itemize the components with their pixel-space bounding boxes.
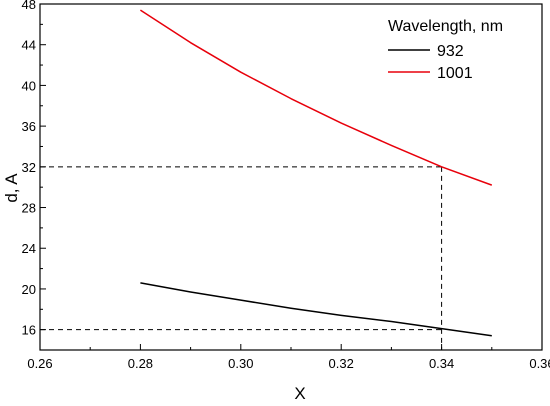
- series-line-1001: [139, 9, 493, 186]
- y-tick-label: 24: [22, 241, 36, 256]
- x-tick-label: 0.36: [529, 356, 550, 371]
- y-axis-ticks: 16 20 24 28 32 36 40 44 48: [22, 0, 46, 351]
- y-tick-label: 28: [22, 201, 36, 216]
- x-tick-label: 0.30: [228, 356, 253, 371]
- x-axis-ticks: 0.26 0.28 0.30 0.32 0.34 0.36: [27, 344, 550, 371]
- x-tick-label: 0.28: [128, 356, 153, 371]
- legend: Wavelength, nm 932 1001: [388, 18, 503, 82]
- y-tick-label: 44: [22, 38, 36, 53]
- legend-label-1001: 1001: [437, 65, 473, 82]
- plot-frame: [39, 3, 543, 351]
- x-axis-title: X: [294, 384, 305, 403]
- y-tick-label: 20: [22, 282, 36, 297]
- x-tick-label: 0.26: [27, 356, 52, 371]
- legend-title: Wavelength, nm: [388, 18, 503, 35]
- series-line-932: [140, 282, 492, 337]
- y-tick-label: 40: [22, 78, 36, 93]
- y-axis-title: d, A: [2, 173, 21, 203]
- y-tick-label: 48: [22, 0, 36, 12]
- plot-area: [39, 3, 543, 351]
- y-tick-label: 36: [22, 119, 36, 134]
- legend-label-932: 932: [437, 43, 464, 60]
- x-tick-label: 0.34: [429, 356, 454, 371]
- reference-lines: [40, 166, 443, 350]
- y-tick-label: 32: [22, 160, 36, 175]
- x-tick-label: 0.32: [329, 356, 354, 371]
- series-lines: [139, 9, 493, 337]
- y-tick-label: 16: [22, 323, 36, 338]
